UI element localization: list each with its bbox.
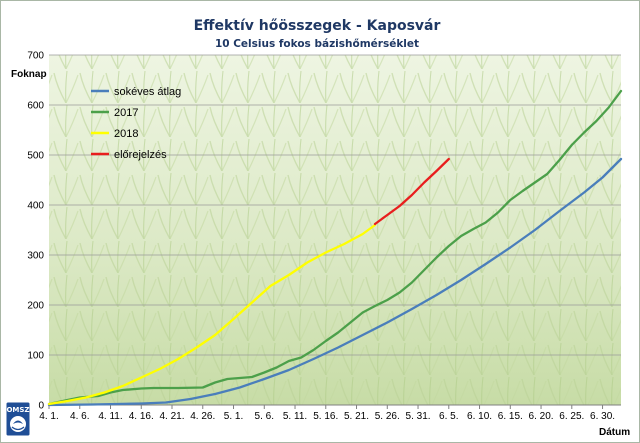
x-tick-label: 6. 20. [529,411,554,422]
x-tick-label: 5. 1. [224,411,243,422]
x-tick-label: 6. 5. [439,411,458,422]
x-tick-label: 5. 16. [313,411,338,422]
x-tick-label: 6. 15. [498,411,523,422]
series-line-3 [373,157,450,226]
x-tick-label: 5. 11. [283,411,307,422]
y-tick-label: 0 [38,401,44,412]
legend-label: előrejelzés [114,149,167,161]
x-tick-label: 6. 30. [590,411,615,422]
series-line-0 [47,157,623,407]
series-line-1 [47,89,623,406]
y-axis-label: Foknap [11,69,47,80]
x-tick-label: 5. 6. [255,411,274,422]
x-tick-label: 4. 11. [98,411,122,422]
x-tick-label: 5. 21. [344,411,369,422]
x-tick-label: 4. 21. [159,411,184,422]
series-line-2 [47,223,377,406]
x-tick-label: 6. 10. [467,411,492,422]
y-tick-label: 400 [27,201,44,212]
y-tick-label: 300 [27,251,44,262]
logo-text: OMSZ [6,406,29,414]
series-lines [47,89,623,407]
legend-label: 2017 [114,107,138,119]
x-tick-label: 5. 31. [406,411,431,422]
x-axis-label: Dátum [599,427,630,438]
x-tick-label: 4. 6. [70,411,89,422]
legend-label: sokéves átlag [114,86,181,98]
legend-label: 2018 [114,128,138,140]
y-tick-label: 600 [27,101,44,112]
x-tick-label: 6. 25. [559,411,584,422]
plot-texture [49,55,621,405]
chart-title: Effektív hőösszegek - Kaposvár [194,18,441,34]
gridlines [49,54,621,406]
x-tick-label: 4. 1. [39,411,58,422]
x-tick-label: 4. 16. [129,411,154,422]
y-tick-label: 100 [27,351,44,362]
legend: sokéves átlag 2017 2018 előrejelzés [91,86,181,161]
axes: 0 100 200 300 400 500 600 700 4. 1. 4. 6. 4. 11. 4.… [27,51,621,422]
y-tick-label: 500 [27,151,44,162]
x-tick-label: 4. 26. [190,411,215,422]
y-tick-label: 700 [27,51,44,62]
y-tick-label: 200 [27,301,44,312]
chart-subtitle: 10 Celsius fokos bázishőmérséklet [215,38,419,50]
omsz-logo: OMSZ [5,401,31,437]
x-tick-label: 5. 26. [375,411,400,422]
